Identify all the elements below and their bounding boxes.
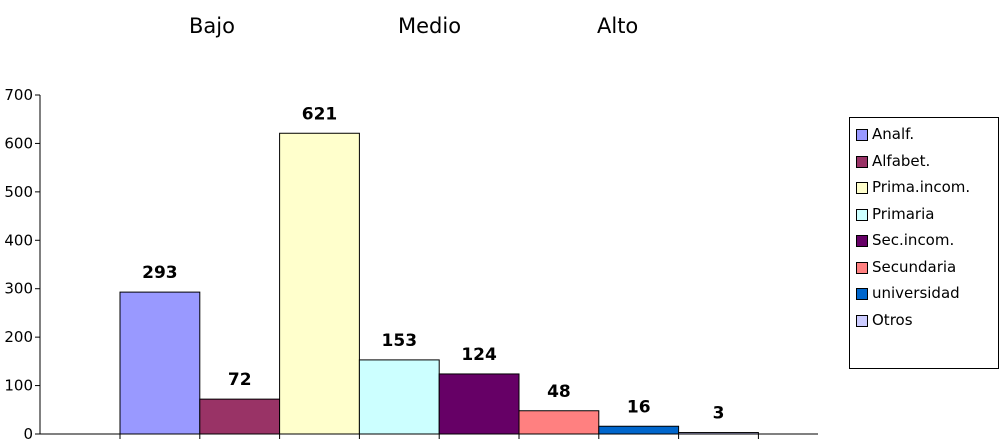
data-label: 124: [461, 345, 497, 365]
y-tick-label: 700: [4, 86, 33, 104]
bar-primaria: [358, 359, 440, 435]
legend-item: Alfabet.: [850, 152, 998, 179]
data-label: 293: [142, 263, 178, 283]
header-label-alto: Alto: [597, 14, 639, 38]
bar-alfabet: [199, 398, 281, 435]
y-tick-label: 100: [4, 377, 33, 395]
data-label: 153: [382, 331, 418, 351]
bar-secincom: [438, 373, 520, 435]
legend-label: Primaria: [872, 204, 935, 223]
header-label-medio: Medio: [398, 14, 462, 38]
y-tick-label: 400: [4, 231, 33, 249]
chart-legend: Analf. Alfabet. Prima.incom. Primaria Sec.in…: [849, 117, 999, 369]
legend-item: Analf.: [850, 125, 998, 152]
legend-item: Secundaria: [850, 258, 998, 285]
legend-swatch: [856, 208, 868, 221]
bar-analf: [119, 291, 201, 435]
bar-otros: [678, 432, 759, 435]
header-label-bajo: Bajo: [189, 14, 235, 38]
legend-label: Secundaria: [872, 257, 957, 276]
legend-swatch: [856, 288, 868, 300]
data-label: 48: [547, 382, 571, 402]
legend-label: Analf.: [872, 125, 915, 143]
legend-item: Prima.incom.: [850, 178, 998, 205]
legend-label: Sec.incom.: [872, 231, 955, 249]
y-tick-label: 200: [4, 328, 33, 346]
legend-swatch: [856, 155, 868, 168]
y-tick-label: 0: [23, 425, 33, 439]
legend-label: Otros: [872, 310, 913, 329]
y-tick-label: 300: [4, 280, 33, 298]
legend-swatch: [856, 314, 868, 327]
legend-item: universidad: [850, 284, 998, 311]
legend-item: Primaria: [850, 205, 998, 232]
legend-swatch: [856, 261, 868, 274]
data-label: 3: [713, 404, 725, 424]
data-label: 72: [228, 370, 252, 390]
legend-swatch: [856, 182, 868, 194]
data-label: 16: [627, 397, 651, 417]
bar-secundaria: [518, 410, 600, 435]
bar-universidad: [598, 425, 680, 435]
legend-label: Prima.incom.: [872, 178, 971, 196]
y-tick-label: 500: [4, 183, 33, 201]
y-tick-label: 600: [4, 134, 33, 152]
legend-swatch: [856, 235, 868, 247]
legend-item: Otros: [850, 311, 998, 338]
data-label: 621: [302, 104, 338, 124]
bar-primaincom: [279, 132, 360, 435]
legend-label: universidad: [872, 284, 960, 302]
legend-item: Sec.incom.: [850, 231, 998, 258]
legend-swatch: [856, 129, 868, 141]
legend-label: Alfabet.: [872, 151, 931, 170]
